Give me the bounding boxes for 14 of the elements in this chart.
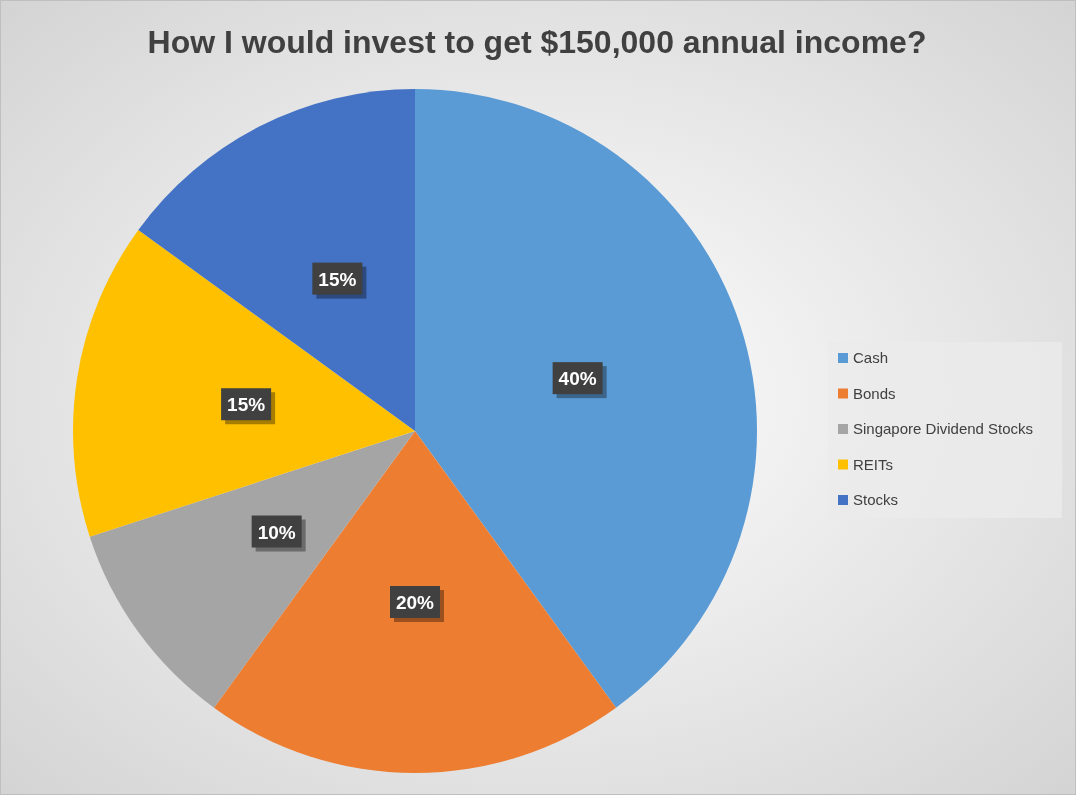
legend-label: Cash <box>853 349 889 366</box>
chart-title: How I would invest to get $150,000 annual income? <box>147 24 927 60</box>
data-label: 15% <box>227 394 266 416</box>
legend-label: Singapore Dividend Stocks <box>853 420 1034 437</box>
legend-label: Bonds <box>853 384 896 402</box>
legend-label: Stocks <box>853 491 899 508</box>
pie-slice <box>213 431 617 773</box>
data-label: 40% <box>558 368 597 390</box>
data-label: 15% <box>318 268 357 290</box>
pie-slice <box>138 89 415 431</box>
pie-slice <box>73 229 415 537</box>
data-label: 20% <box>395 592 435 613</box>
legend-label: REITs <box>853 455 894 473</box>
data-label: 10% <box>257 521 296 543</box>
